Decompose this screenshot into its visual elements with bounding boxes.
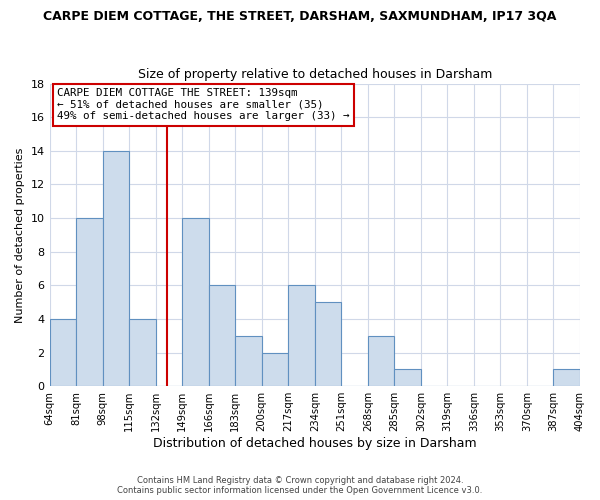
Bar [394,370,421,386]
Bar [50,319,76,386]
Bar [368,336,394,386]
Text: CARPE DIEM COTTAGE, THE STREET, DARSHAM, SAXMUNDHAM, IP17 3QA: CARPE DIEM COTTAGE, THE STREET, DARSHAM,… [43,10,557,23]
Bar [553,370,580,386]
Bar [288,286,315,386]
Bar [76,218,103,386]
Bar [129,319,155,386]
Bar [262,352,288,386]
Bar [182,218,209,386]
Y-axis label: Number of detached properties: Number of detached properties [15,147,25,322]
X-axis label: Distribution of detached houses by size in Darsham: Distribution of detached houses by size … [153,437,476,450]
Bar [103,151,129,386]
Bar [315,302,341,386]
Title: Size of property relative to detached houses in Darsham: Size of property relative to detached ho… [137,68,492,81]
Bar [209,286,235,386]
Bar [235,336,262,386]
Text: CARPE DIEM COTTAGE THE STREET: 139sqm
← 51% of detached houses are smaller (35)
: CARPE DIEM COTTAGE THE STREET: 139sqm ← … [58,88,350,122]
Text: Contains HM Land Registry data © Crown copyright and database right 2024.
Contai: Contains HM Land Registry data © Crown c… [118,476,482,495]
